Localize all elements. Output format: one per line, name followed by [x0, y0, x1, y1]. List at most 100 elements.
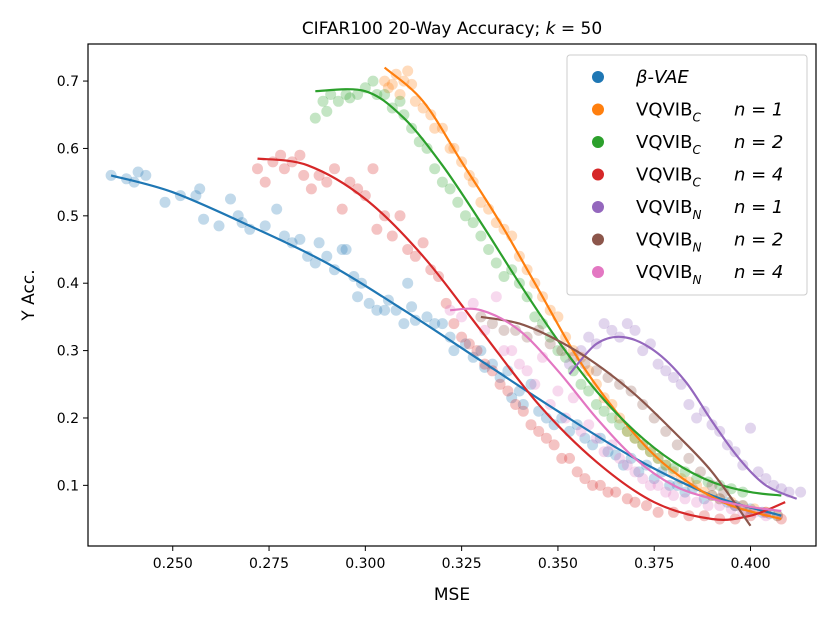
point-series-4-15	[683, 399, 695, 410]
point-series-2-27	[498, 271, 510, 282]
point-series-3-11	[329, 163, 340, 175]
x-tick-label-1: 0.275	[249, 556, 289, 572]
point-series-0-38	[409, 314, 421, 326]
legend-box	[566, 54, 808, 296]
point-series-4-4	[598, 318, 610, 330]
point-series-0-46	[475, 345, 487, 357]
point-series-0-10	[213, 220, 225, 232]
point-series-2-40	[598, 405, 610, 417]
point-series-3-9	[313, 169, 325, 181]
point-series-2-13	[394, 95, 406, 107]
point-series-3-43	[571, 466, 583, 478]
point-series-2-23	[467, 217, 479, 229]
point-series-0-8	[194, 183, 206, 195]
point-series-2-19	[436, 176, 448, 188]
point-series-6-16	[583, 419, 595, 431]
legend-marker-3	[592, 168, 604, 181]
legend-label-main-0: β-VAE	[635, 67, 689, 88]
point-series-3-47	[602, 486, 614, 498]
point-series-6-24	[644, 479, 656, 491]
point-series-6-1	[456, 311, 468, 323]
x-tick-label-2: 0.300	[345, 556, 385, 572]
point-series-3-50	[629, 496, 641, 508]
point-series-0-22	[313, 237, 325, 249]
point-series-6-2	[467, 297, 479, 309]
point-series-3-12	[336, 203, 348, 215]
fit-curve-series-1	[383, 66, 782, 521]
point-series-6-8	[521, 365, 533, 377]
point-series-5-6	[544, 338, 556, 350]
point-series-0-54	[525, 378, 537, 390]
point-series-2-42	[614, 419, 626, 431]
point-series-0-37	[406, 301, 418, 313]
y-tick-label-6: 0.7	[57, 74, 79, 90]
point-series-0-53	[517, 399, 529, 410]
y-tick-label-5: 0.6	[57, 141, 79, 157]
point-series-2-21	[452, 196, 464, 208]
legend-marker-5	[592, 233, 604, 246]
point-series-2-50	[679, 466, 691, 478]
legend-marker-2	[592, 136, 604, 148]
point-series-6-12	[552, 385, 564, 397]
point-series-2-0	[309, 112, 321, 124]
point-series-6-14	[567, 392, 579, 404]
x-tick-label-0: 0.250	[153, 556, 193, 572]
point-series-0-61	[579, 432, 591, 444]
point-series-3-28	[456, 331, 468, 343]
point-series-3-40	[548, 439, 560, 451]
fit-curve-series-4	[568, 335, 798, 500]
legend-label-5: VQVIBN n = 2	[636, 230, 783, 255]
legend-label-main-2: VQVIB	[636, 132, 692, 153]
point-series-0-43	[448, 345, 460, 357]
fit-curves	[110, 66, 798, 527]
point-series-0-25	[336, 244, 348, 255]
legend-marker-0	[592, 71, 604, 83]
point-series-3-49	[621, 493, 633, 505]
point-series-5-2	[498, 324, 510, 336]
point-series-4-14	[675, 378, 687, 390]
point-series-3-17	[371, 223, 383, 235]
point-series-3-20	[394, 210, 406, 222]
point-series-4-22	[737, 459, 749, 471]
point-series-0-16	[271, 203, 283, 215]
point-series-0-17	[278, 230, 290, 242]
point-series-5-1	[486, 318, 498, 330]
point-series-3-34	[502, 385, 514, 397]
point-series-2-24	[475, 230, 487, 242]
point-series-3-7	[298, 169, 310, 181]
point-series-3-44	[579, 473, 591, 485]
point-series-4-29	[795, 486, 807, 498]
fit-curve-series-5	[480, 315, 752, 527]
point-series-1-6	[402, 65, 414, 77]
legend-label-n-3: n = 4	[734, 165, 783, 186]
point-series-3-27	[448, 318, 460, 330]
point-series-4-9	[637, 345, 649, 357]
point-series-0-18	[286, 237, 298, 249]
point-series-0-68	[633, 466, 645, 478]
point-series-1-0	[379, 75, 391, 87]
point-series-2-5	[340, 89, 352, 100]
point-series-4-5	[606, 324, 618, 336]
legend-marker-1	[592, 103, 604, 116]
legend-label-n-1: n = 1	[734, 100, 783, 121]
point-series-6-23	[637, 473, 649, 485]
legend-label-3: VQVIBC n = 4	[636, 165, 783, 190]
y-axis-ticks: 0.1 0.2 0.3 0.4 0.5 0.6 0.7	[57, 74, 88, 494]
point-series-0-66	[617, 459, 629, 471]
point-series-3-35	[510, 399, 522, 410]
point-series-3-3	[275, 149, 287, 161]
point-series-0-65	[610, 449, 622, 461]
point-series-2-14	[398, 109, 410, 121]
legend-label-subscript-2: C	[692, 143, 701, 157]
point-series-6-21	[621, 459, 633, 471]
point-series-6-25	[652, 479, 664, 491]
point-series-0-19	[294, 233, 306, 245]
point-series-4-13	[668, 372, 679, 383]
point-series-5-12	[614, 378, 626, 390]
x-axis-ticks: 0.250 0.275 0.300 0.325 0.350 0.375 0.400	[153, 546, 771, 572]
point-series-2-31	[529, 311, 541, 323]
legend-label-n-6: n = 4	[734, 262, 783, 283]
point-series-0-31	[371, 304, 383, 316]
point-series-3-38	[533, 425, 545, 437]
point-series-4-8	[629, 324, 641, 336]
